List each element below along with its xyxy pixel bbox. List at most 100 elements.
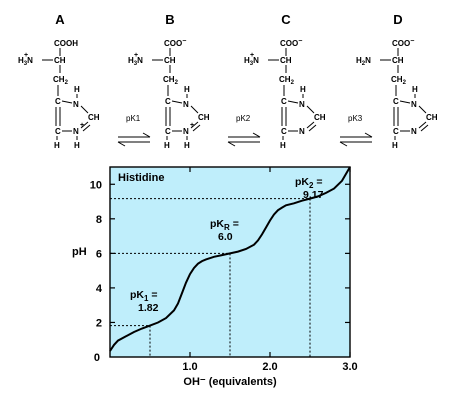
methylene: CH2	[391, 75, 407, 86]
alpha-carbon: CH	[280, 56, 292, 65]
methylene: CH2	[279, 75, 295, 86]
ring-h: H	[412, 85, 418, 94]
bond	[418, 121, 427, 129]
pk-annotation-label: pK2 =	[295, 176, 323, 190]
bond	[80, 105, 89, 114]
reverse-arrowhead	[227, 141, 236, 147]
forward-arrowhead	[364, 132, 373, 138]
ring-h: H	[300, 85, 306, 94]
ring-n1: N	[299, 100, 305, 109]
x-axis-label: OH⁻ (equivalents)	[183, 376, 277, 388]
bond	[287, 100, 299, 104]
carboxyl-group: COOH	[54, 39, 78, 48]
equilibrium-label: pK3	[348, 114, 363, 123]
forward-arrowhead	[252, 132, 261, 138]
bond	[190, 105, 199, 114]
equilibrium-label: pK1	[126, 114, 141, 123]
amino-charge: +	[250, 52, 254, 59]
bond	[80, 121, 89, 129]
structure-letter: B	[165, 12, 174, 27]
equilibrium-2: pK2	[227, 114, 261, 147]
bond	[306, 105, 315, 114]
y-tick-label: 10	[90, 179, 102, 191]
ring-h: H	[74, 85, 80, 94]
ring-n2: N	[411, 127, 417, 136]
carboxyl-group: COO−	[280, 38, 302, 48]
ring-carbon: C	[393, 97, 399, 106]
carboxyl-group: COO−	[164, 38, 186, 48]
y-axis-ticks: 0 2 4 6 8 10	[90, 179, 350, 364]
ring-n2: N	[299, 127, 305, 136]
ring-carbon: C	[165, 97, 171, 106]
y-tick-label: 8	[96, 214, 102, 226]
x-tick-label: 2.0	[262, 361, 277, 373]
ring-carbon: C	[281, 97, 287, 106]
ring-n1: N	[73, 100, 79, 109]
bond	[171, 100, 183, 104]
ring-carbon-2: C	[281, 127, 287, 136]
titration-chart: Histidine pH OH⁻ (equivalents) 0 2 4 6 8 10 1…	[72, 166, 358, 388]
chart-title: Histidine	[118, 172, 164, 184]
pk-annotation-1: pK1 =1.82	[130, 289, 159, 314]
titration-curve	[109, 166, 351, 352]
ring-ch: CH	[88, 113, 100, 122]
y-tick-label: 0	[94, 352, 100, 364]
bond	[82, 124, 91, 132]
ring-charge: +	[80, 122, 84, 129]
ring-n2: N	[183, 127, 189, 136]
amino-group: H3N	[18, 56, 33, 67]
bond	[418, 105, 427, 114]
x-tick-label: 1.0	[182, 361, 197, 373]
forward-arrowhead	[142, 132, 151, 138]
equilibrium-1: pK1	[117, 114, 151, 147]
amino-charge: +	[134, 52, 138, 59]
structure-letter: A	[55, 12, 65, 27]
amino-group: H3N	[128, 56, 143, 67]
pk-annotation-value: 9.17	[303, 189, 324, 201]
amino-charge: +	[24, 52, 28, 59]
bond	[399, 100, 411, 104]
y-tick-label: 2	[96, 317, 102, 329]
bond	[306, 121, 315, 129]
methylene: CH2	[163, 75, 179, 86]
ring-carbon-2: C	[393, 127, 399, 136]
ring-carbon-2: C	[165, 127, 171, 136]
x-tick-label: 3.0	[342, 361, 357, 373]
ring-nh-bottom: H	[74, 141, 80, 150]
pk-annotation-3: pK2 =9.17	[295, 176, 324, 201]
alpha-carbon: CH	[54, 56, 66, 65]
carboxyl-group: COO−	[392, 38, 414, 48]
pk-annotation-value: 6.0	[218, 231, 233, 243]
structure-letter: C	[281, 12, 291, 27]
ring-h-bottom: H	[392, 141, 398, 150]
ring-ch: CH	[314, 113, 326, 122]
ring-n1: N	[183, 100, 189, 109]
ring-h-bottom: H	[164, 141, 170, 150]
pk-annotations: pK1 =1.82 pKR =6.0 pK2 =9.17	[130, 176, 324, 314]
amino-group: H3N	[244, 56, 259, 67]
bond	[308, 124, 317, 132]
pk-annotation-value: 1.82	[138, 302, 159, 314]
y-tick-label: 6	[96, 248, 102, 260]
ring-nh-bottom: H	[184, 141, 190, 150]
ring-ch: CH	[198, 113, 210, 122]
ring-h-bottom: H	[54, 141, 60, 150]
pk-annotation-2: pKR =6.0	[210, 218, 239, 243]
ring-ch: CH	[426, 113, 438, 122]
bond	[420, 124, 429, 132]
ring-h: H	[184, 85, 190, 94]
pk-guide-lines	[110, 198, 311, 357]
ring-h-bottom: H	[280, 141, 286, 150]
bond	[190, 121, 199, 129]
y-axis-label: pH	[72, 246, 87, 258]
amino-group: H2N	[356, 56, 371, 67]
pk-annotation-label: pKR =	[210, 218, 239, 232]
ring-carbon-2: C	[55, 127, 61, 136]
bond	[192, 124, 201, 132]
x-axis-ticks: 1.0 2.0 3.0	[182, 167, 358, 373]
y-tick-label: 4	[96, 283, 103, 295]
ring-charge: +	[190, 122, 194, 129]
pk-annotation-label: pK1 =	[130, 289, 158, 303]
